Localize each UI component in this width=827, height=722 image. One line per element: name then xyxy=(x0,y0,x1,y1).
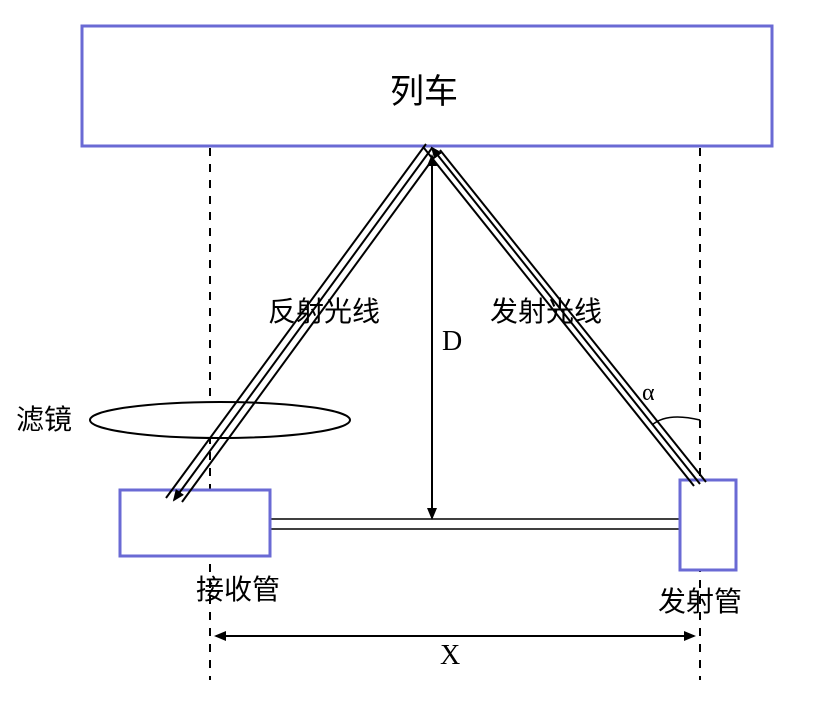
filter-label: 滤镜 xyxy=(16,398,72,438)
filter-ellipse xyxy=(90,402,350,438)
emitter-box xyxy=(680,480,736,570)
emitter-label: 发射管 xyxy=(658,580,742,620)
d-label: D xyxy=(442,326,462,358)
receiver-label: 接收管 xyxy=(196,568,280,608)
receiver-box xyxy=(120,490,270,556)
connector-bar xyxy=(270,519,680,529)
reflected-ray-label: 反射光线 xyxy=(268,290,380,330)
alpha-label: α xyxy=(642,380,655,407)
diagram-container: 列车 反射光线 发射光线 D α 滤镜 接收管 发射管 X xyxy=(0,0,827,722)
x-label: X xyxy=(440,640,460,672)
emitted-ray-label: 发射光线 xyxy=(490,290,602,330)
train-label: 列车 xyxy=(390,64,458,113)
